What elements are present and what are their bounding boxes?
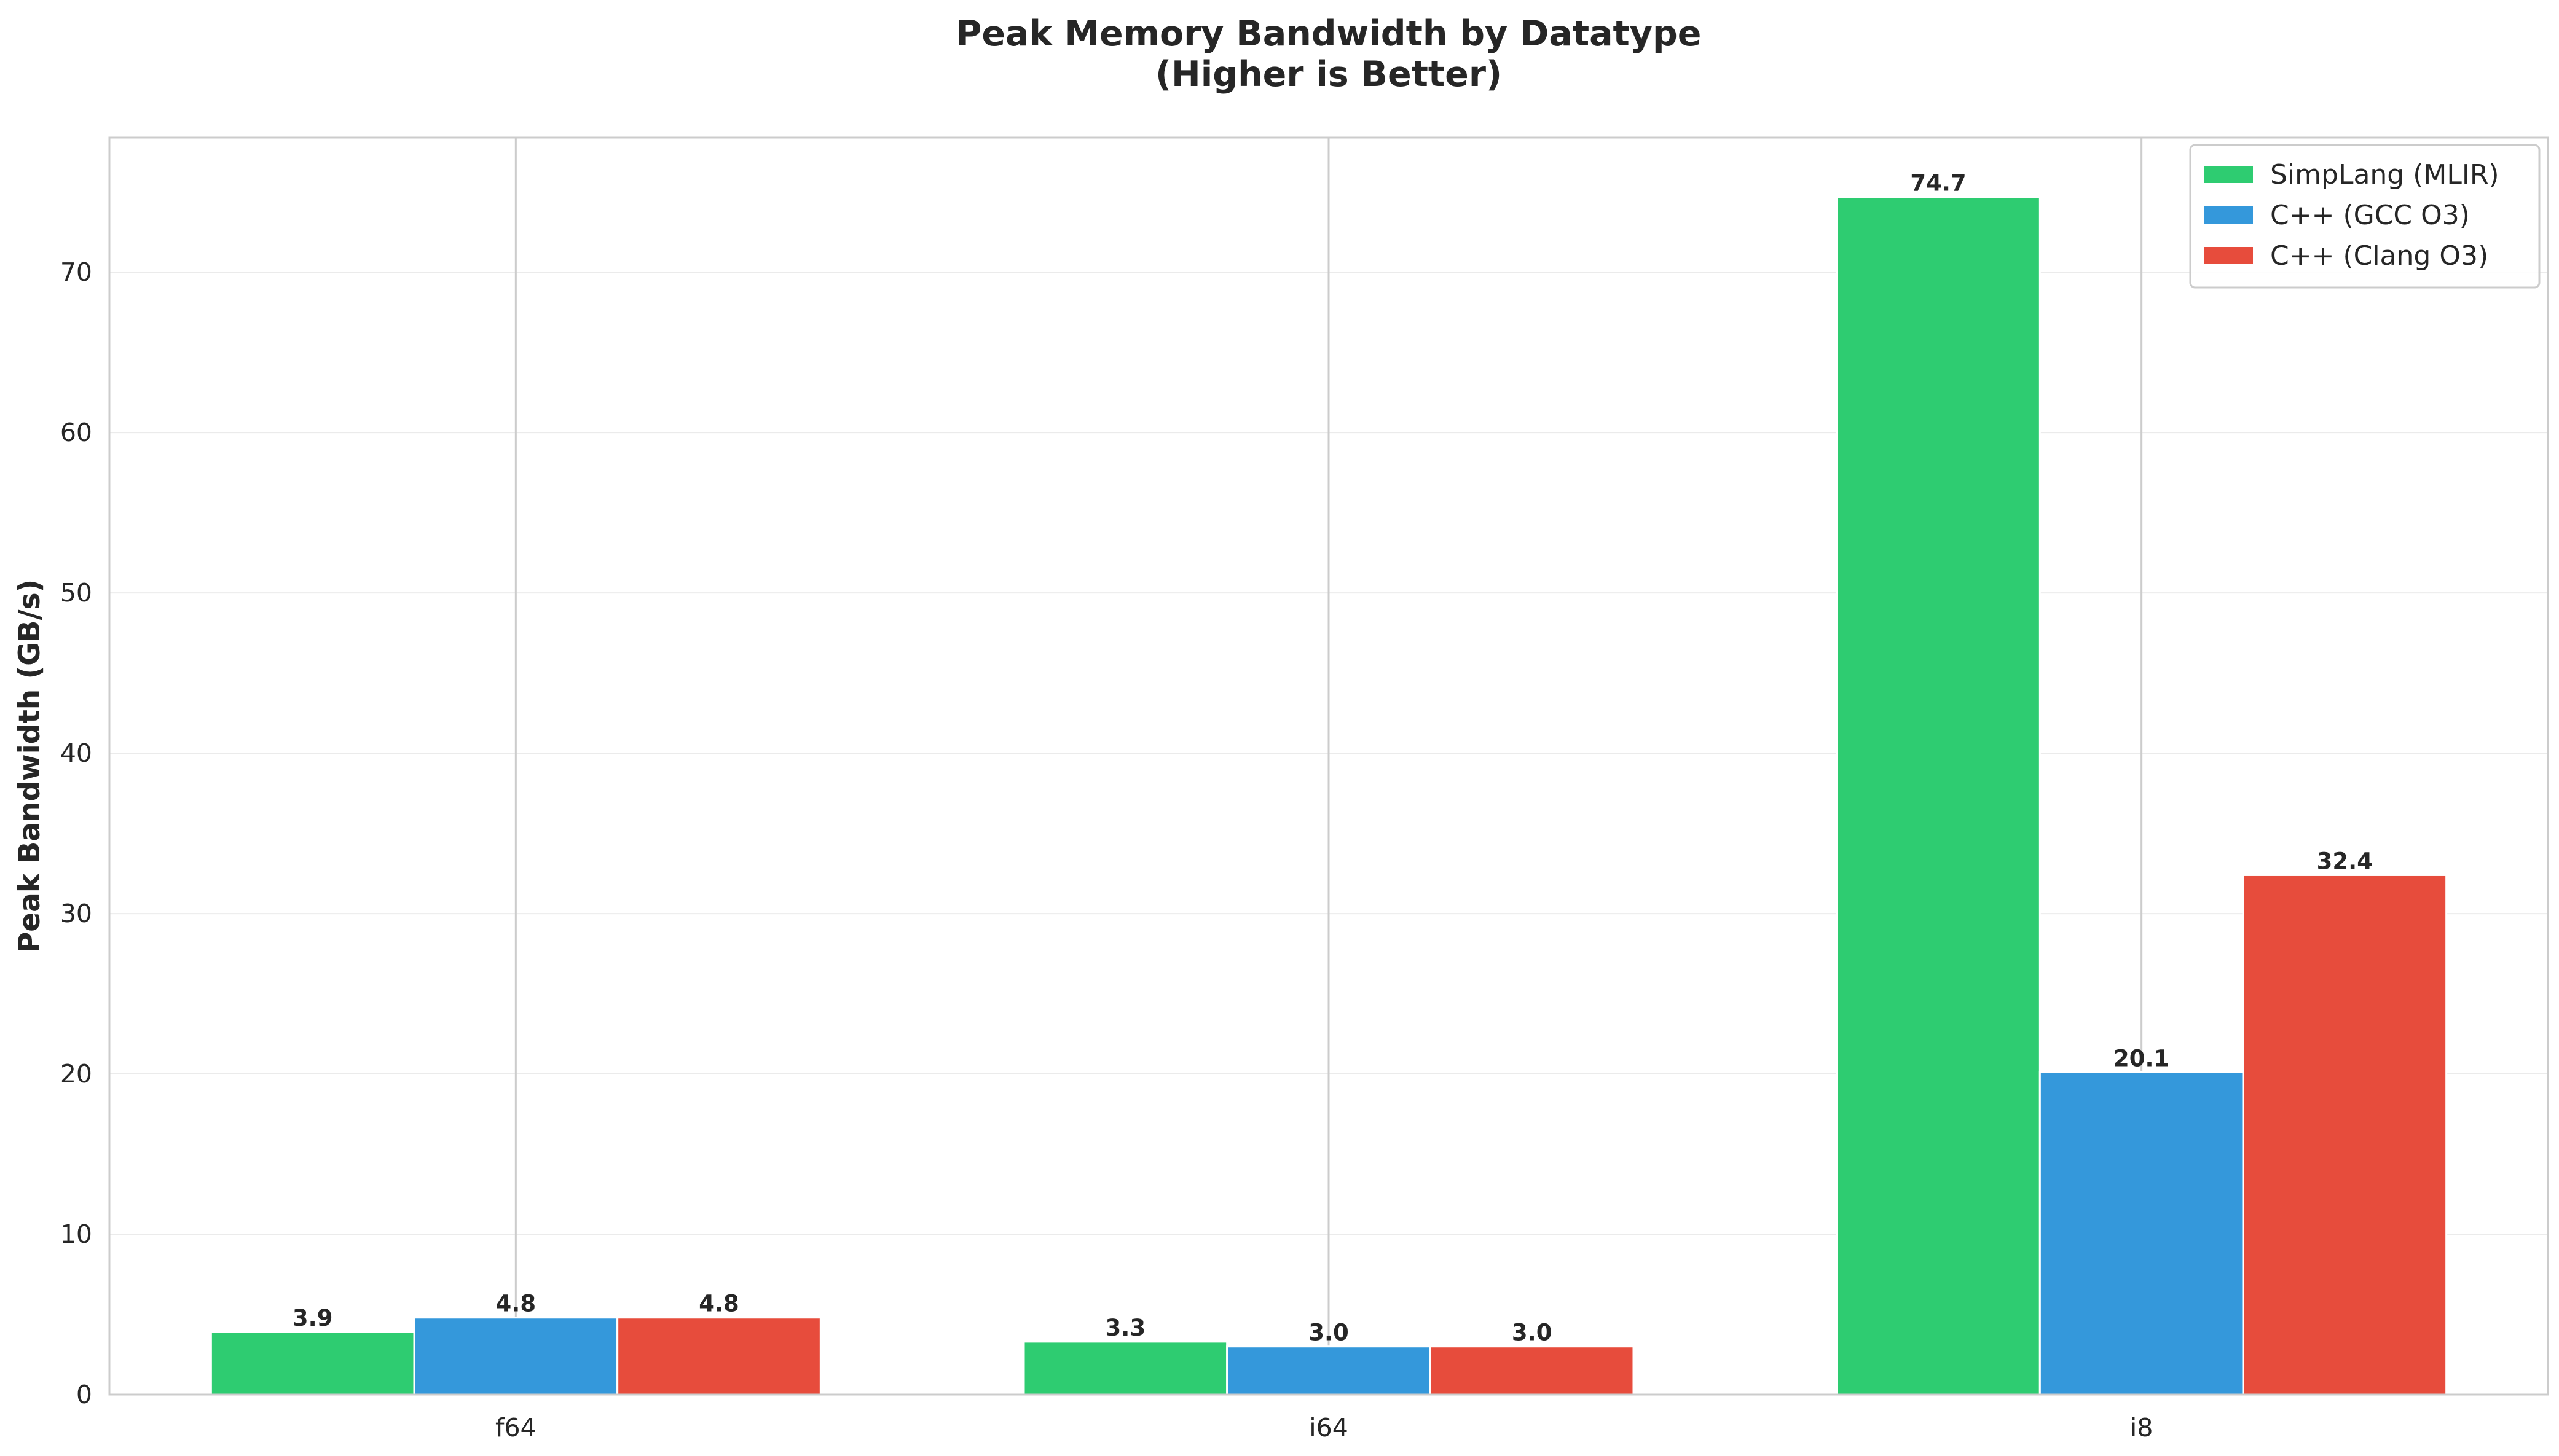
legend-frame <box>2189 144 2541 289</box>
data-label-1-2: 20.1 <box>2113 1045 2169 1071</box>
y-tick-label-5: 50 <box>60 578 92 608</box>
data-label-1-0: 4.8 <box>496 1291 537 1317</box>
legend-label-0: SimpLang (MLIR) <box>2270 159 2499 190</box>
y-tick-label-2: 20 <box>60 1059 92 1089</box>
y-axis-ticks: 0 10 20 30 40 50 60 70 <box>60 257 92 1409</box>
y-tick-label-7: 70 <box>60 257 92 287</box>
bar-2-1 <box>1429 1345 1635 1396</box>
bar-0-1 <box>1023 1341 1228 1396</box>
data-label-2-0: 4.8 <box>699 1291 739 1317</box>
y-tick-label-4: 40 <box>60 738 92 768</box>
bar-1-2 <box>2038 1071 2244 1396</box>
x-tick-label-2: i8 <box>2130 1413 2153 1442</box>
data-label-0-1: 3.3 <box>1106 1315 1146 1341</box>
y-tick-label-1: 10 <box>60 1219 92 1249</box>
data-labels: 3.9 3.3 74.7 4.8 3.0 20.1 4.8 3.0 32.4 <box>293 170 2373 1346</box>
legend-label-1: C++ (GCC O3) <box>2270 200 2470 231</box>
data-label-2-2: 32.4 <box>2317 848 2373 874</box>
legend-swatch-2 <box>2204 247 2253 264</box>
legend-swatch-1 <box>2204 206 2253 224</box>
y-axis-label: Peak Bandwidth (GB/s) <box>13 579 47 953</box>
data-label-0-2: 74.7 <box>1910 170 1966 197</box>
x-axis-ticks: f64 i64 i8 <box>495 1413 2153 1442</box>
legend-label-2: C++ (Clang O3) <box>2270 240 2488 272</box>
bar-2-0 <box>616 1317 822 1396</box>
plot-frame <box>108 136 2549 1396</box>
y-tick-label-3: 30 <box>60 899 92 928</box>
y-tick-label-6: 60 <box>60 418 92 447</box>
legend: SimpLang (MLIR) C++ (GCC O3) C++ (Clang O3… <box>2189 144 2541 289</box>
chart-title: Peak Memory Bandwidth by Datatype <box>956 14 1702 54</box>
bar-0-0 <box>210 1331 415 1396</box>
chart-subtitle: (Higher is Better) <box>1155 54 1502 95</box>
bar-2-2 <box>2242 874 2448 1396</box>
bar-0-2 <box>1836 196 2041 1396</box>
data-label-2-1: 3.0 <box>1512 1320 1552 1346</box>
x-tick-label-0: f64 <box>495 1413 537 1442</box>
bar-1-0 <box>413 1317 619 1396</box>
data-label-0-0: 3.9 <box>293 1305 333 1331</box>
legend-swatch-0 <box>2204 166 2253 183</box>
bar-1-1 <box>1226 1345 1431 1396</box>
y-tick-label-0: 0 <box>76 1380 92 1409</box>
x-tick-label-1: i64 <box>1309 1413 1348 1442</box>
data-label-1-1: 3.0 <box>1308 1320 1349 1346</box>
